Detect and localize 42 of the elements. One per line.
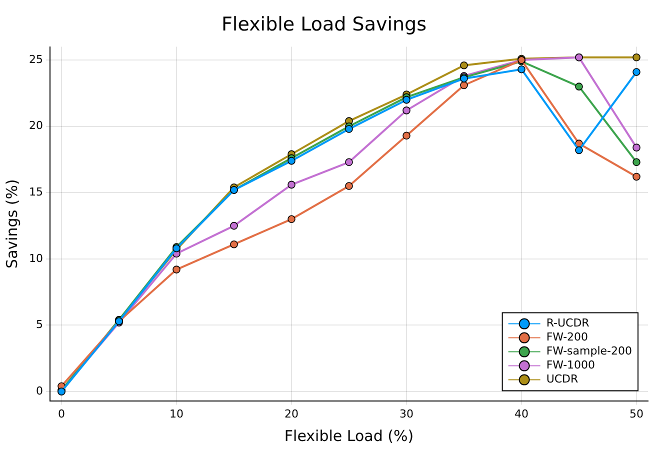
legend-label: FW-200 [546, 330, 588, 344]
point [172, 266, 180, 274]
point [288, 180, 296, 189]
point [632, 144, 640, 152]
x-tick-label: 40 [514, 407, 528, 420]
point [632, 68, 640, 76]
y-tick-label: 0 [36, 384, 43, 398]
point [345, 182, 353, 190]
legend-label: FW-sample-200 [546, 344, 632, 358]
point [230, 222, 238, 230]
y-axis-title: Savings (%) [2, 179, 21, 268]
y-tick-label: 5 [36, 318, 43, 332]
point [518, 65, 526, 74]
legend-label: UCDR [546, 372, 579, 386]
point [575, 146, 583, 154]
point [288, 215, 296, 224]
x-axis-title: Flexible Load (%) [284, 426, 414, 445]
legend-label: FW-1000 [546, 358, 596, 372]
y-tick-label: 15 [28, 186, 43, 198]
x-tick-label: 10 [170, 407, 184, 420]
x-tick-label: 20 [284, 407, 298, 420]
point [402, 96, 410, 104]
x-tick-label: 50 [630, 407, 644, 420]
chart-title: Flexible Load Savings [221, 13, 427, 36]
point [345, 125, 353, 133]
legend-label: R-UCDR [546, 316, 590, 330]
point [402, 106, 410, 114]
y-tick-label: 20 [28, 119, 43, 132]
point [345, 158, 353, 166]
y-tick-label: 25 [28, 52, 43, 66]
point [230, 240, 238, 248]
point [402, 132, 410, 140]
x-tick-label: 30 [400, 407, 414, 420]
point [460, 81, 468, 90]
point [575, 82, 583, 90]
point [632, 54, 640, 62]
y-tick-label: 10 [28, 252, 43, 265]
point [632, 172, 640, 181]
point [632, 158, 640, 166]
x-tick-label: 0 [58, 407, 65, 420]
point [288, 156, 296, 165]
point [460, 61, 468, 70]
